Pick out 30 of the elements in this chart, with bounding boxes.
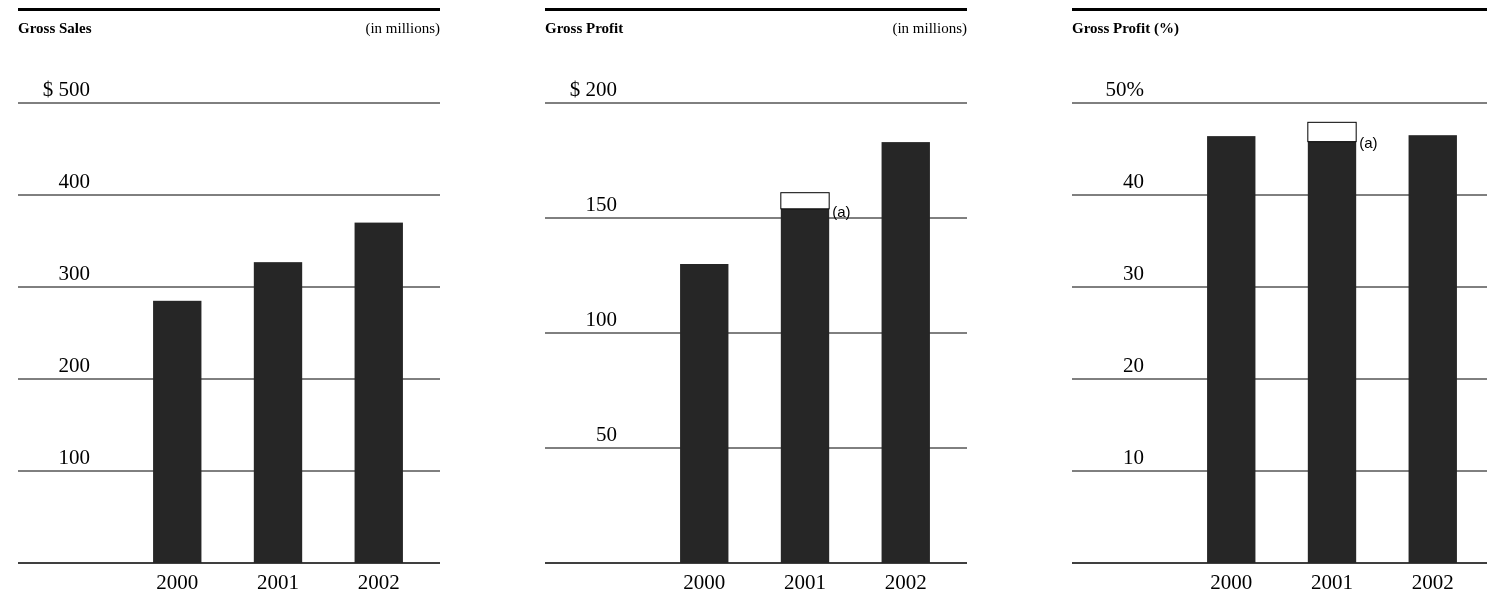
y-tick-label: 100 — [585, 307, 617, 331]
chart-title: Gross Sales — [18, 20, 92, 36]
x-tick-label: 2002 — [1411, 570, 1454, 594]
annotation: (a) — [832, 203, 851, 221]
chart-subtitle: (in millions) — [365, 20, 440, 37]
y-tick-label: 20 — [1123, 353, 1144, 377]
y-tick-label: 30 — [1123, 261, 1144, 285]
y-tick-label: 50% — [1105, 77, 1144, 101]
chart-title: Gross Profit — [545, 20, 624, 36]
y-tick-label: 200 — [58, 353, 90, 377]
annotation: (a) — [1359, 134, 1378, 152]
y-tick-label: 100 — [58, 445, 90, 469]
chart-title: Gross Profit (%) — [1072, 20, 1179, 37]
x-tick-label: 2002 — [357, 570, 400, 594]
y-tick-label: 10 — [1123, 445, 1144, 469]
x-tick-label: 2001 — [257, 570, 299, 594]
y-tick-label: 150 — [585, 192, 617, 216]
y-tick-label: $ 500 — [42, 77, 90, 101]
chart-subtitle: (in millions) — [892, 20, 967, 37]
y-tick-label: 400 — [58, 169, 90, 193]
x-tick-label: 2001 — [784, 570, 826, 594]
y-tick-label: 300 — [58, 261, 90, 285]
x-tick-label: 2002 — [884, 570, 927, 594]
x-tick-label: 2001 — [1311, 570, 1353, 594]
x-tick-label: 2000 — [683, 570, 726, 594]
y-tick-label: 50 — [596, 422, 617, 446]
x-tick-label: 2000 — [1210, 570, 1253, 594]
x-tick-label: 2000 — [156, 570, 199, 594]
y-tick-label: $ 200 — [569, 77, 617, 101]
y-tick-label: 40 — [1123, 169, 1144, 193]
